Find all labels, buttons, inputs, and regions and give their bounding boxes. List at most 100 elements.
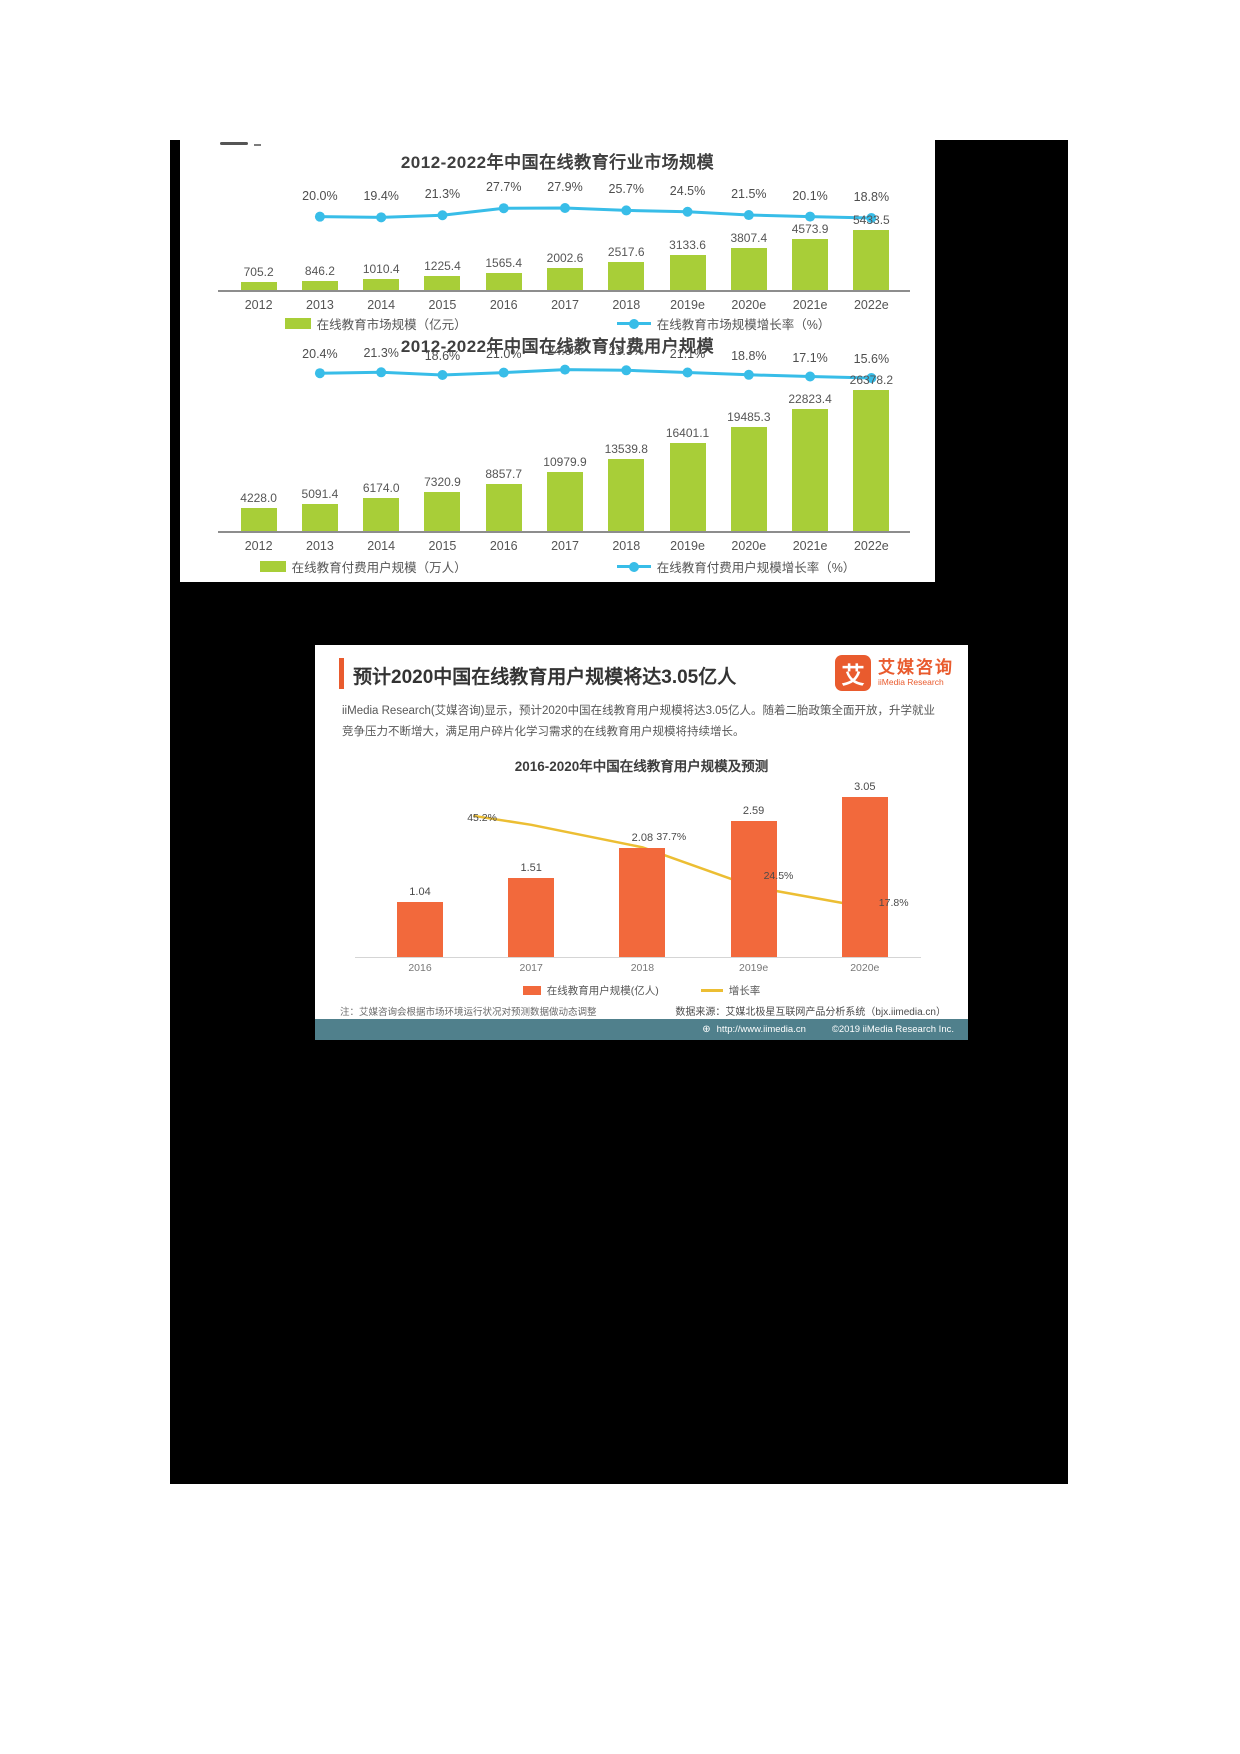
bar-2016 [485, 272, 522, 290]
axis-year-label: 2020e [850, 962, 880, 974]
line-point [621, 365, 632, 376]
line-legend-swatch [700, 989, 723, 992]
inner-growth-line [473, 814, 866, 909]
growth-label: 17.8% [878, 897, 909, 909]
growth-label: 37.7% [656, 831, 687, 844]
bar-2018 [619, 847, 666, 957]
iimedia-report-card: 预计2020中国在线教育用户规模将达3.05亿人 艾 艾媒咨询 iiMedia … [315, 645, 968, 1040]
inner-chart-legend: 在线教育用户规模(亿人) 增长率 [315, 983, 968, 998]
line-legend-label: 在线教育市场规模增长率（%） [656, 318, 831, 332]
line-dot-icon [628, 318, 639, 329]
axis-year-label: 2016 [408, 962, 432, 974]
bar-2017 [508, 877, 555, 957]
legend-item-line: 在线教育市场规模增长率（%） [616, 314, 831, 333]
legend-item-line: 增长率 [700, 983, 761, 998]
bar-2021e [792, 409, 829, 531]
bar-2020e [730, 247, 767, 290]
bar-value-label: 2.59 [742, 805, 765, 818]
bar-value-label: 2.08 [631, 831, 654, 844]
logo-subtitle: iiMedia Research [878, 677, 944, 688]
axis-year-label: 2012 [244, 298, 273, 312]
growth-label: 24.5% [763, 869, 794, 882]
bar-2019e [669, 443, 706, 531]
bar-2022e [853, 230, 890, 290]
growth-label: 17.1% [792, 350, 828, 365]
bar-value-label: 2517.6 [607, 245, 645, 260]
scan-artifact [254, 144, 261, 146]
growth-label: 24.0% [547, 343, 583, 358]
line-legend-swatch [616, 561, 651, 572]
bar-value-label: 5091.4 [301, 486, 339, 501]
line-legend-swatch [616, 318, 651, 329]
legend-item-bar: 在线教育市场规模（亿元） [284, 314, 467, 333]
bar-value-label: 6174.0 [362, 480, 400, 495]
scan-artifact [220, 142, 248, 145]
axis-year-label: 2018 [612, 298, 641, 312]
line-legend-label: 增长率 [728, 985, 761, 997]
bar-2012 [240, 508, 277, 531]
line-point [314, 368, 325, 379]
line-point [866, 213, 877, 223]
body-line-2: 竞争压力不断增大，满足用户碎片化学习需求的在线教育用户规模将持续增长。 [342, 726, 745, 739]
axis-year-label: 2020e [731, 539, 767, 553]
axis-year-label: 2018 [612, 539, 641, 553]
iimedia-logo-icon: 艾 [835, 655, 871, 691]
axis-year-label: 2021e [792, 539, 828, 553]
line-point [376, 212, 387, 223]
growth-label: 21.0% [485, 346, 522, 361]
growth-label: 24.5% [669, 183, 706, 198]
growth-label: 25.7% [608, 182, 644, 197]
axis-year-label: 2018 [630, 962, 655, 974]
legend-item-bar: 在线教育用户规模(亿人) [522, 983, 659, 998]
bar-value-label: 4228.0 [240, 491, 277, 506]
chart1-title: 2012-2022年中国在线教育行业市场规模 [400, 153, 715, 172]
line-point [805, 371, 816, 382]
axis-year-label: 2019e [670, 298, 705, 312]
bar-value-label: 3133.6 [669, 238, 706, 253]
card-footer-strip: ⊕ http://www.iimedia.cn ©2019 iiMedia Re… [315, 1019, 968, 1040]
card-header: 预计2020中国在线教育用户规模将达3.05亿人 艾 艾媒咨询 iiMedia … [315, 645, 968, 701]
growth-label: 21.5% [731, 187, 767, 202]
line-point [682, 367, 693, 378]
line-point [437, 370, 448, 380]
line-point [743, 369, 754, 380]
bar-value-label: 5433.5 [853, 213, 890, 227]
globe-icon: ⊕ [702, 1024, 711, 1035]
line-point [621, 205, 632, 216]
chart2-title: 2012-2022年中国在线教育付费用户规模 [400, 337, 715, 356]
axis-year-label: 2014 [367, 298, 396, 312]
line-point [376, 367, 387, 378]
bar-value-label: 22823.4 [788, 392, 832, 406]
x-axis-line [218, 290, 910, 292]
axis-year-label: 2020e [731, 298, 767, 312]
bar-legend-swatch [284, 318, 311, 329]
bar-value-label: 705.2 [243, 265, 274, 280]
bar-value-label: 8857.7 [485, 466, 523, 481]
line-point [437, 210, 448, 221]
axis-year-label: 2017 [551, 539, 579, 553]
body-line-1: iiMedia Research(艾媒咨询)显示，预计2020中国在线教育用户规… [342, 705, 935, 717]
line-point [682, 206, 693, 217]
bar-value-label: 3.05 [854, 781, 876, 793]
axis-year-label: 2017 [519, 962, 543, 974]
axis-year-label: 2019e [670, 539, 705, 553]
bar-2013 [301, 280, 338, 290]
bar-legend-label: 在线教育市场规模（亿元） [316, 318, 467, 332]
bar-value-label: 2002.6 [546, 250, 584, 265]
market-charts-panel: 2012-2022年中国在线教育行业市场规模 2012-2022年中国在线教育付… [180, 140, 935, 582]
growth-line [318, 206, 873, 220]
growth-label: 18.6% [424, 349, 461, 363]
line-legend-label: 在线教育付费用户规模增长率（%） [656, 561, 856, 575]
growth-label: 21.1% [669, 346, 706, 361]
bar-2014 [363, 278, 400, 290]
growth-label: 20.1% [792, 188, 828, 203]
bar-value-label: 26378.2 [849, 373, 894, 387]
bar-value-label: 10979.9 [543, 455, 587, 470]
bar-2016 [485, 483, 522, 531]
axis-year-label: 2016 [489, 298, 518, 312]
bar-2018 [608, 262, 645, 290]
bar-value-label: 1225.4 [424, 259, 461, 274]
bar-2014 [363, 497, 400, 531]
iimedia-logo: 艾 艾媒咨询 iiMedia Research [835, 655, 954, 691]
